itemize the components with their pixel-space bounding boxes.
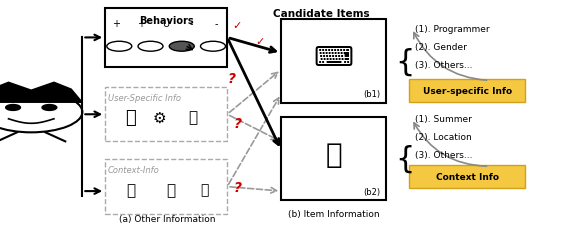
Circle shape (201, 42, 225, 52)
Text: (3). Others...: (3). Others... (415, 61, 472, 70)
Text: ✓: ✓ (255, 36, 265, 46)
Text: U: U (162, 19, 170, 29)
Text: (3). Others...: (3). Others... (415, 151, 472, 160)
Text: Context-Info: Context-Info (108, 165, 160, 174)
Text: 📍: 📍 (126, 182, 135, 197)
Text: +: + (112, 19, 120, 29)
Text: ✓: ✓ (232, 21, 242, 31)
Text: {: { (395, 144, 414, 173)
Text: 👤: 👤 (126, 108, 136, 126)
Text: User-specific Info: User-specific Info (423, 87, 512, 96)
Text: (1). Summer: (1). Summer (415, 115, 471, 124)
Circle shape (138, 42, 163, 52)
Text: 🌨: 🌨 (166, 182, 175, 197)
Text: ?: ? (233, 180, 241, 194)
Text: (2). Location: (2). Location (415, 133, 471, 142)
Text: (a) Other Information: (a) Other Information (119, 214, 216, 223)
Text: 📋: 📋 (189, 110, 198, 125)
FancyBboxPatch shape (105, 88, 227, 142)
Text: ?: ? (227, 72, 236, 86)
Text: (b) Item Information: (b) Item Information (287, 209, 379, 218)
Text: -: - (214, 19, 218, 29)
FancyBboxPatch shape (409, 165, 525, 188)
FancyBboxPatch shape (409, 80, 525, 102)
Text: (b1): (b1) (364, 90, 381, 99)
Text: {: { (395, 47, 414, 76)
Text: -: - (189, 19, 193, 29)
Text: Behaviors: Behaviors (139, 16, 194, 26)
FancyBboxPatch shape (281, 20, 386, 104)
FancyBboxPatch shape (105, 9, 227, 68)
Text: +: + (137, 19, 145, 29)
FancyBboxPatch shape (281, 117, 386, 200)
Circle shape (169, 42, 194, 52)
FancyBboxPatch shape (105, 160, 227, 214)
Text: ⚙: ⚙ (152, 110, 166, 125)
Text: Context Info: Context Info (436, 172, 499, 181)
Circle shape (42, 105, 57, 111)
Circle shape (6, 105, 20, 111)
Text: User-Specific Info: User-Specific Info (108, 93, 181, 102)
Circle shape (107, 42, 132, 52)
Text: (b2): (b2) (364, 187, 381, 196)
Text: (2). Gender: (2). Gender (415, 43, 466, 52)
Polygon shape (0, 83, 82, 104)
Text: 🌤: 🌤 (201, 182, 208, 196)
Text: ⌨: ⌨ (314, 44, 354, 72)
Text: ?: ? (233, 117, 241, 131)
Text: 👕: 👕 (325, 141, 342, 168)
Circle shape (0, 92, 82, 133)
Text: Candidate Items: Candidate Items (273, 9, 369, 19)
Text: (1). Programmer: (1). Programmer (415, 25, 489, 34)
